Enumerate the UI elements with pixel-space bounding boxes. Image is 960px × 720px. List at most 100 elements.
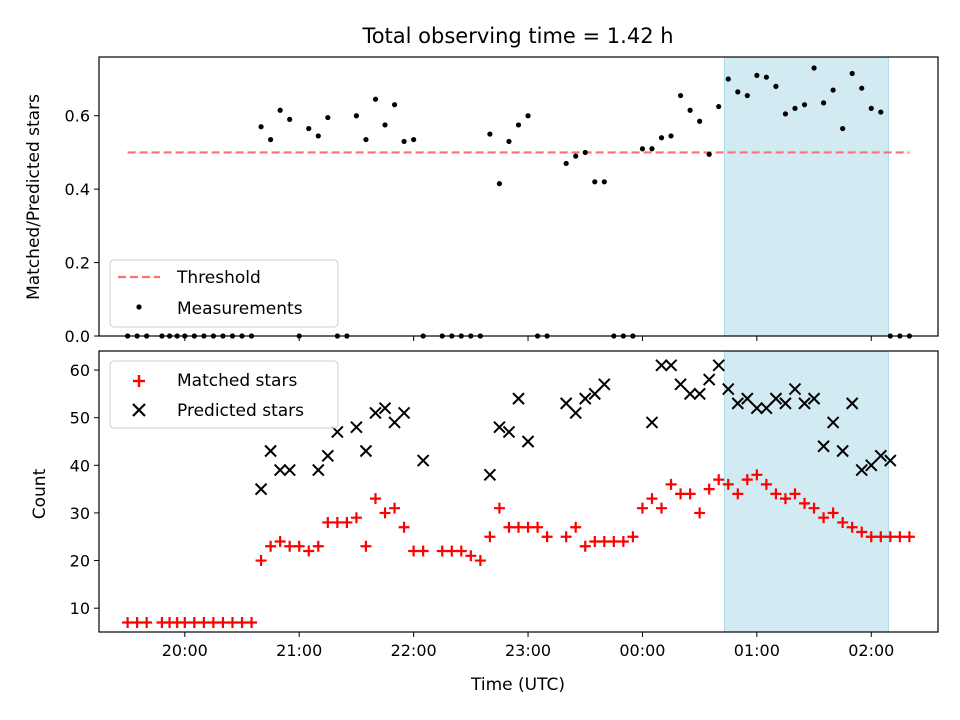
measurement-point: [372, 96, 379, 102]
predicted-star-point: [674, 378, 687, 391]
matched-star-point: [675, 488, 687, 500]
xlabel: Time (UTC): [470, 675, 565, 695]
measurement-point: [792, 105, 798, 111]
measurement-point: [782, 111, 789, 117]
predicted-star-point: [874, 449, 888, 462]
matched-star-point: [303, 545, 315, 557]
matched-star-point: [837, 516, 849, 528]
x-tick-label: 21:00: [276, 641, 322, 660]
measurement-point: [496, 181, 503, 187]
matched-star-point: [865, 531, 877, 543]
matched-star-point: [694, 507, 706, 519]
predicted-star-point: [359, 444, 373, 458]
predicted-star-point: [493, 420, 506, 434]
measurement-point: [706, 151, 712, 157]
matched-star-point: [284, 540, 296, 552]
x-tick-label: 22:00: [391, 641, 437, 660]
predicted-star-point: [579, 392, 592, 405]
matched-star-point: [122, 616, 134, 628]
shaded-interval: [723, 350, 889, 633]
predicted-star-point: [722, 382, 735, 396]
top-legend: Threshold Measurements: [109, 259, 339, 328]
matched-star-point: [465, 550, 477, 562]
matched-star-point: [312, 540, 324, 552]
matched-star-point: [436, 545, 448, 557]
measurement-point: [735, 89, 741, 95]
matched-star-point: [188, 616, 200, 628]
measurement-point: [725, 76, 731, 82]
predicted-star-point: [416, 454, 430, 467]
predicted-star-point: [369, 406, 382, 420]
predicted-star-point: [598, 378, 611, 391]
matched-star-point: [350, 512, 362, 524]
measurement-point: [573, 153, 579, 159]
matched-star-point: [741, 474, 753, 486]
matched-star-point: [331, 516, 343, 528]
predicted-star-point: [845, 397, 859, 410]
matched-star-point: [179, 616, 191, 628]
measurement-point: [697, 118, 703, 124]
matched-star-point: [236, 616, 248, 628]
measurement-point: [801, 102, 808, 108]
bottom-panel: 10 20 30 40 50 60 20:00 21:00 22:00 23:00 00:00 01…: [30, 350, 939, 695]
matched-star-point: [589, 536, 601, 548]
measurement-point: [859, 85, 865, 91]
matched-star-point: [541, 531, 553, 543]
y-tick-label: 0.2: [65, 254, 90, 273]
measurement-point: [487, 131, 493, 137]
matched-star-point: [322, 516, 334, 528]
matched-star-point: [894, 531, 906, 543]
predicted-star-point: [798, 397, 811, 410]
bottom-legend-box: [109, 360, 339, 429]
measurement-point: [658, 135, 665, 141]
predicted-star-point: [741, 392, 754, 405]
measurement-point: [382, 122, 388, 128]
predicted-star-point: [826, 416, 840, 429]
measurement-point: [401, 138, 407, 145]
matched-star-point: [493, 502, 505, 514]
predicted-star-point: [569, 406, 582, 420]
bottom-axes-frame: [98, 350, 939, 633]
matched-star-point: [293, 540, 305, 552]
y-tick-label: 0.4: [65, 180, 90, 199]
matched-star-point: [799, 497, 811, 509]
y-tick-label: 50: [70, 409, 90, 428]
matched-star-point: [226, 616, 238, 628]
matched-star-point: [770, 488, 782, 500]
predicted-star-point: [350, 420, 363, 434]
y-tick-label: 30: [70, 504, 90, 523]
matched-star-point: [684, 488, 696, 500]
matched-star-point: [665, 478, 677, 490]
predicted-star-point: [655, 359, 668, 372]
measurement-point: [287, 116, 293, 123]
measurement-point: [391, 102, 398, 108]
x-tick-label: 02:00: [848, 641, 894, 660]
predicted-star-point: [273, 463, 287, 477]
matched-star-point: [513, 521, 524, 533]
predicted-star-point: [855, 463, 868, 477]
y-tick-label: 20: [70, 552, 90, 571]
matched-star-point: [207, 616, 219, 628]
predicted-star-point: [865, 459, 878, 472]
predicted-star-point: [254, 482, 268, 496]
measurement-point: [677, 92, 684, 99]
bottom-ylabel: Count: [30, 468, 50, 519]
predicted-star-point: [760, 401, 773, 415]
measurement-point: [582, 149, 588, 156]
matched-star-point: [713, 474, 725, 486]
measurement-point: [601, 179, 607, 185]
y-tick-label: 10: [70, 599, 90, 618]
matched-star-point: [818, 512, 830, 524]
y-tick-label: 0.0: [65, 327, 90, 346]
measurement-point: [744, 92, 750, 99]
matched-star-point: [474, 555, 486, 567]
measurement-point: [315, 133, 321, 139]
matched-star-point: [627, 531, 639, 543]
measurement-point: [820, 100, 827, 106]
matched-star-point: [389, 502, 401, 514]
matched-star-point: [446, 545, 458, 557]
matched-star-point: [560, 531, 572, 543]
predicted-star-point: [807, 392, 821, 405]
matched-star-point: [646, 493, 658, 505]
matched-star-point: [608, 536, 620, 548]
